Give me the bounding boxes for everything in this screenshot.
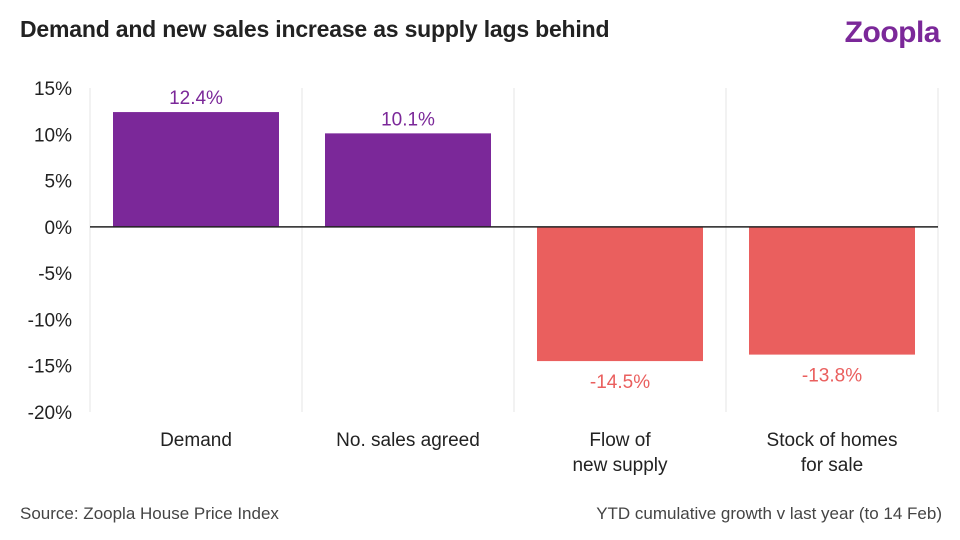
category-label: for sale [801,455,863,476]
category-label: Demand [160,430,232,451]
data-label: -13.8% [802,366,862,387]
bar [537,227,703,361]
bar [113,112,279,227]
y-tick-label: -20% [28,403,72,424]
category-label: Stock of homes [767,430,898,451]
bar [325,133,491,226]
chart-note: YTD cumulative growth v last year (to 14… [596,504,942,524]
y-tick-label: -10% [28,310,72,331]
y-tick-label: 0% [45,218,73,239]
y-tick-label: -5% [38,264,72,285]
data-label: 10.1% [381,109,435,130]
category-label: new supply [572,455,668,476]
data-label: 12.4% [169,88,223,109]
y-tick-label: 15% [34,79,72,100]
category-label: No. sales agreed [336,430,480,451]
category-label: Flow of [589,430,651,451]
y-tick-label: -15% [28,357,72,378]
y-tick-label: 5% [45,172,73,193]
bar-chart: 15% 10% 5% 0% -5% -10% -15% -20% 12.4% Demand 10.1… [0,0,960,500]
y-tick-label: 10% [34,125,72,146]
source-note: Source: Zoopla House Price Index [20,504,279,524]
bar [749,227,915,355]
data-label: -14.5% [590,372,650,393]
